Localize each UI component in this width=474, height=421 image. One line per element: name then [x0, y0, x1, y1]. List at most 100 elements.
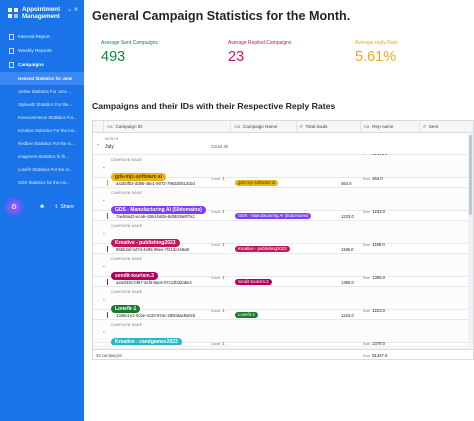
- sidebar-footer: ⚙ ☻ ⇪ Share: [0, 195, 84, 219]
- campaign-group[interactable]: ⌄ CAMPAIGN NAME Kreative - candgames2023…: [93, 320, 473, 346]
- grid-footer: 30 campaigns Sum 81347.0: [93, 349, 473, 359]
- text-column-icon: Aa: [106, 124, 113, 129]
- column-header-rep-name[interactable]: Aa Rep name: [361, 121, 421, 133]
- column-header-total-leads[interactable]: # Total leads: [297, 121, 361, 133]
- row-color-bar: [107, 180, 109, 187]
- row-color-bar: [107, 279, 109, 286]
- column-header-campaign-name[interactable]: Aa Campaign Name: [231, 121, 297, 133]
- chevron-down-icon[interactable]: ⌄: [102, 263, 106, 268]
- group-pill: Kreative - candgames2023: [111, 330, 182, 348]
- group-sum: Sum 464.0: [363, 176, 383, 181]
- sidebar-item-kreecommerce[interactable]: Kreecommerce Statistics For...: [18, 115, 77, 120]
- sidebar-item-kreative[interactable]: Kreative Statistics For the mo...: [18, 128, 78, 133]
- person-icon[interactable]: ☻: [39, 204, 46, 210]
- brand[interactable]: Appointment Management ⌄ «: [0, 0, 84, 28]
- app-title: Appointment Management: [22, 6, 61, 21]
- share-icon: ⇪: [54, 204, 59, 210]
- group-field-label: CAMPAIGN NAME: [111, 158, 143, 162]
- group-sum: Sum 1355.0: [363, 275, 386, 280]
- group-field-label: CAMPAIGN NAME: [111, 257, 143, 261]
- campaign-group[interactable]: ⌄ CAMPAIGN NAME Lonefir-1 Count 1 Sum 1223…: [93, 287, 473, 313]
- stat-value: 23: [228, 49, 245, 65]
- group-pill: Kreative - publishing2023: [111, 231, 180, 249]
- vertical-scrollbar[interactable]: [468, 133, 473, 351]
- group-sum: Sum 1233.0: [363, 209, 386, 214]
- chevron-down-icon[interactable]: ⌄: [102, 164, 106, 169]
- sidebar-item-label: Weekly Reports: [18, 48, 52, 54]
- sidebar-item-internal-report[interactable]: Internal Report: [0, 30, 84, 44]
- sidebar-item-label: Internal Report: [18, 34, 50, 40]
- total-leads-cell: 1355.0: [341, 279, 354, 285]
- text-column-icon: Aa: [363, 124, 370, 129]
- group-pill: GDS - Manufacturing AI (50domains): [111, 198, 206, 216]
- sidebar-item-lonefir[interactable]: Lonefir Statistics For the m...: [18, 167, 73, 172]
- doc-icon: [8, 62, 14, 68]
- row-number-header: [93, 121, 104, 133]
- collapse-sidebar-icon[interactable]: «: [74, 6, 78, 13]
- sidebar-item-weekly-reports[interactable]: Weekly Reports: [0, 44, 84, 58]
- main-content: General Campaign Statistics for the Mont…: [84, 0, 474, 421]
- chevron-down-icon[interactable]: ⌄: [102, 197, 106, 202]
- page-title: General Campaign Statistics for the Mont…: [92, 9, 351, 23]
- campaign-group[interactable]: ⌄ CAMPAIGN NAME sendit-tourism.3 Count 1 …: [93, 254, 473, 280]
- table-row[interactable]: 866b3af-bd7d-4e95-99ee-7f213c4e5a9 Kreat…: [93, 244, 473, 254]
- settings-fab-button[interactable]: ⚙: [7, 200, 21, 214]
- row-color-bar: [107, 246, 109, 253]
- app-logo-icon: [8, 8, 18, 18]
- text-column-icon: Aa: [234, 124, 240, 129]
- campaign-name-cell: GDS - Manufacturing AI (50domains): [235, 212, 312, 219]
- stat-value: 5.61%: [355, 49, 397, 65]
- campaign-group[interactable]: ⌄ CAMPAIGN NAME gds-mjc-software ai Coun…: [93, 155, 473, 181]
- sidebar-item-uetlee[interactable]: Uetlee Statistics For June ...: [18, 89, 72, 94]
- group-count: Count 1: [211, 275, 225, 280]
- campaign-group[interactable]: ⌄ CAMPAIGN NAME GDS - Manufacturing AI (…: [93, 188, 473, 214]
- sidebar-item-imagment[interactable]: Imagment Statistics fir th...: [18, 154, 69, 159]
- campaign-id-cell: 13d5e1e1-0cbe-4c33-97ac-2650dae8a0c5: [116, 312, 196, 318]
- group-sum: Sum 1223.0: [363, 308, 386, 313]
- doc-icon: [8, 34, 14, 40]
- table-row[interactable]: 7aeb6a43-eca5-426d-b83a-9d5b28a9f7e2 GDS…: [93, 211, 473, 221]
- stat-label: Average reply Rate: [355, 40, 398, 46]
- column-header-campaign-id[interactable]: Aa Campaign ID: [104, 121, 232, 133]
- campaign-id-cell: a2acf40c-bf87-4ef3-8ac6-07c12b32a5e4: [116, 279, 192, 285]
- share-button[interactable]: ⇪ Share: [54, 204, 74, 210]
- column-header-sent[interactable]: # Sent: [423, 124, 439, 129]
- horizontal-scrollbar[interactable]: [93, 345, 473, 349]
- group-field-label: CAMPAIGN NAME: [111, 191, 143, 195]
- row-color-bar: [107, 312, 109, 319]
- number-column-icon: #: [423, 124, 426, 129]
- campaign-name-cell: Kreative - publishing2023: [235, 245, 290, 252]
- group-sum: Sum 2378.0: [363, 341, 386, 346]
- table-row[interactable]: a2acf40c-bf87-4ef3-8ac6-07c12b32a5e4 sen…: [93, 277, 473, 287]
- sidebar-item-general-statistics[interactable]: General Statistics for June: [0, 72, 84, 85]
- group-count: Count 1: [211, 176, 225, 181]
- chevron-down-icon[interactable]: ⌄: [96, 141, 100, 146]
- chevron-down-icon[interactable]: ⌄: [102, 296, 106, 301]
- total-leads-cell: 1186.0: [341, 246, 354, 252]
- grid-header: Aa Campaign ID Aa Campaign Name # Total lea…: [93, 121, 473, 133]
- scrollbar-thumb[interactable]: [469, 135, 472, 215]
- campaign-group[interactable]: ⌄ CAMPAIGN NAME Kreative - publishing202…: [93, 221, 473, 247]
- campaign-id-cell: 7aeb6a43-eca5-426d-b83a-9d5b28a9f7e2: [116, 213, 195, 219]
- chevron-down-icon[interactable]: ⌄: [102, 230, 106, 235]
- sidebar-item-gds[interactable]: GDS Statistics for the mo...: [18, 180, 70, 185]
- group-field-label: CAMPAIGN NAME: [111, 323, 143, 327]
- chevron-down-icon[interactable]: ⌄: [102, 329, 106, 334]
- group-field-label: CAMPAIGN NAME: [111, 290, 143, 294]
- group-count: Count 1: [211, 341, 225, 346]
- month-value: July: [105, 144, 114, 150]
- campaign-name-cell: gds-mjc-software ai: [235, 179, 279, 186]
- group-field-label: MONTH: [105, 137, 119, 141]
- stat-value: 493: [101, 49, 126, 65]
- campaign-name-cell: Lonefir-1: [235, 311, 258, 318]
- table-row[interactable]: 13d5e1e1-0cbe-4c33-97ac-2650dae8a0c5 Lon…: [93, 310, 473, 320]
- table-row[interactable]: a42b0fb3-dd85-45e1-9072-7962d0013cbd gds…: [93, 178, 473, 188]
- chevron-down-icon[interactable]: ⌄: [67, 7, 73, 13]
- sidebar-item-redbee[interactable]: Redbee Statistics For the m...: [18, 141, 75, 146]
- sidebar-item-stylewdz[interactable]: Stylewdz Statistics For the...: [18, 102, 72, 107]
- share-label: Share: [60, 204, 74, 210]
- sidebar-item-campaigns[interactable]: Campaigns: [0, 58, 84, 72]
- total-leads-cell: 1223.0: [341, 312, 354, 318]
